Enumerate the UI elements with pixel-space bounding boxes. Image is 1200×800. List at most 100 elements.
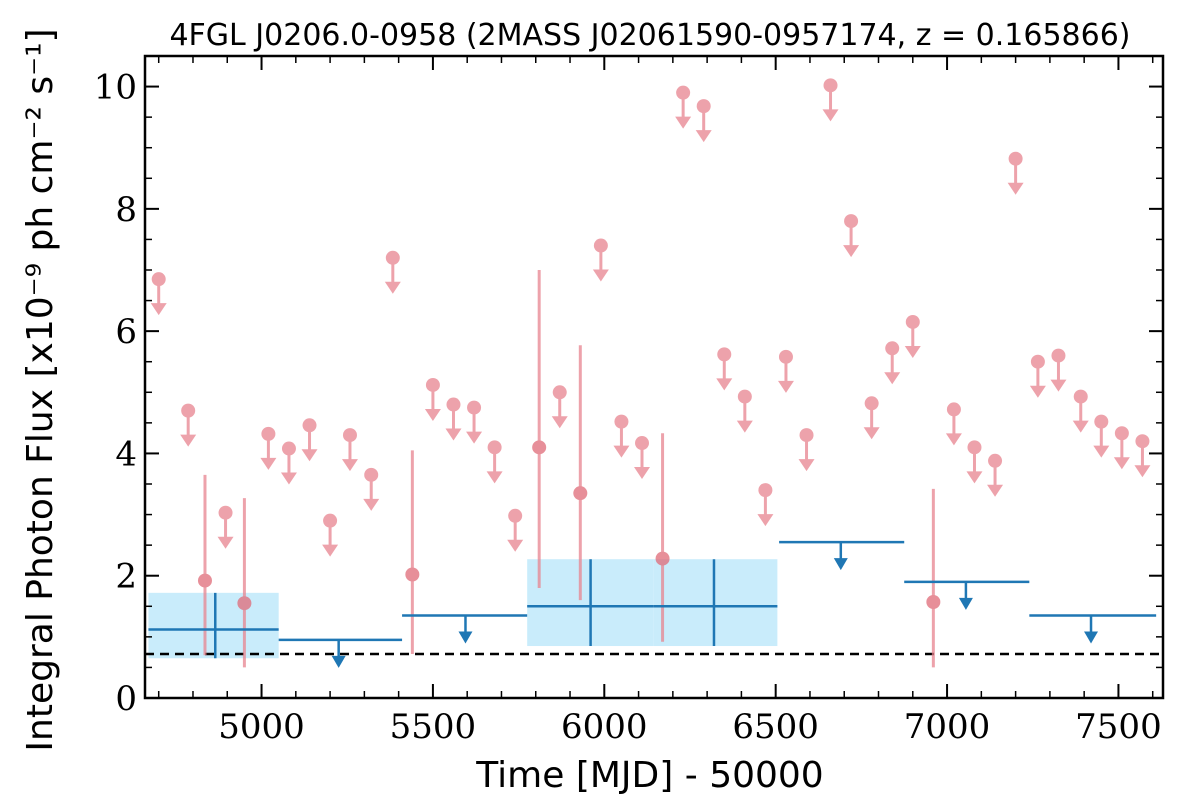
upper-limit-arrowhead <box>445 429 461 441</box>
upper-limit-arrowhead <box>1134 465 1150 477</box>
long-bin-upper-limit <box>1029 615 1156 643</box>
short-bin-upper-limit <box>1114 426 1130 469</box>
short-bin-upper-limit <box>151 272 167 315</box>
upper-limit-arrowhead <box>552 416 568 428</box>
upper-limit-arrowhead <box>613 446 629 458</box>
x-tick-label: 5000 <box>218 707 305 747</box>
upper-limit-arrowhead <box>302 449 318 461</box>
short-bin-upper-limit <box>487 440 503 483</box>
upper-limit-arrowhead <box>1030 386 1046 398</box>
upper-limit-arrowhead <box>757 514 773 526</box>
long-bin-ul-arrowhead <box>458 631 472 643</box>
short-bin-upper-limit <box>1073 390 1089 433</box>
short-bin-upper-limit <box>281 442 297 485</box>
short-bin-detection <box>405 450 419 654</box>
upper-limit-arrowhead <box>1050 380 1066 392</box>
short-bin-upper-limit <box>1030 355 1046 398</box>
upper-limit-arrowhead <box>593 270 609 282</box>
short-bin-upper-limit <box>778 350 794 393</box>
short-bin-upper-limit <box>593 239 609 282</box>
short-bin-upper-limit <box>843 214 859 257</box>
detection-marker <box>926 595 940 609</box>
upper-limit-arrowhead <box>1073 421 1089 433</box>
upper-limit-arrowhead <box>342 459 358 471</box>
upper-limit-arrowhead <box>799 459 815 471</box>
upper-limit-arrowhead <box>716 378 732 390</box>
upper-limit-arrowhead <box>281 473 297 485</box>
short-bin-upper-limit <box>342 428 358 471</box>
upper-limit-arrowhead <box>322 545 338 557</box>
x-tick-label: 6500 <box>732 707 819 747</box>
detection-marker <box>656 552 670 566</box>
upper-limit-arrowhead <box>487 471 503 483</box>
short-bin-upper-limit <box>425 378 441 421</box>
short-bin-upper-limit <box>966 440 982 483</box>
y-tick-label: 6 <box>115 312 137 352</box>
upper-limit-arrowhead <box>1008 183 1024 195</box>
short-bin-upper-limit <box>445 398 461 441</box>
detection-marker <box>405 567 419 581</box>
detection-marker <box>532 440 546 454</box>
long-bin-ul-arrowhead <box>834 558 848 570</box>
short-bin-upper-limit <box>1134 434 1150 477</box>
upper-limit-arrowhead <box>425 409 441 421</box>
x-axis-label: Time [MJD] - 50000 <box>475 755 823 796</box>
short-bin-upper-limit <box>737 390 753 433</box>
short-bin-upper-limit <box>716 347 732 390</box>
x-tick-label: 5500 <box>390 707 477 747</box>
short-bin-upper-limit <box>799 428 815 471</box>
upper-limit-arrowhead <box>905 346 921 358</box>
upper-limit-arrowhead <box>466 432 482 444</box>
upper-limit-arrowhead <box>363 499 379 511</box>
upper-limit-arrowhead <box>385 282 401 294</box>
long-bin-ul-arrowhead <box>332 656 346 668</box>
upper-limit-arrowhead <box>864 427 880 439</box>
detection-marker <box>237 596 251 610</box>
x-tick-label: 7000 <box>904 707 991 747</box>
upper-limit-arrowhead <box>260 458 276 470</box>
y-tick-label: 4 <box>115 434 137 474</box>
short-bin-upper-limit <box>823 78 839 121</box>
upper-limit-arrowhead <box>946 433 962 445</box>
upper-limit-arrowhead <box>675 117 691 129</box>
upper-limit-arrowhead <box>884 372 900 384</box>
upper-limit-arrowhead <box>1093 446 1109 458</box>
y-tick-label: 0 <box>115 679 137 719</box>
detection-marker <box>198 574 212 588</box>
y-tick-label: 10 <box>94 68 137 108</box>
upper-limit-arrowhead <box>737 421 753 433</box>
short-bin-upper-limit <box>466 401 482 444</box>
upper-limit-arrowhead <box>218 537 234 549</box>
short-bin-upper-limit <box>507 509 523 552</box>
upper-limit-arrowhead <box>987 485 1003 497</box>
long-bin-upper-limit <box>779 542 904 570</box>
short-bin-upper-limit <box>757 483 773 526</box>
upper-limit-arrowhead <box>507 540 523 552</box>
short-bin-upper-limit <box>260 427 276 470</box>
long-bin-upper-limit <box>904 582 1029 610</box>
long-bin-ul-arrowhead <box>959 598 973 610</box>
short-bin-upper-limit <box>634 436 650 479</box>
short-bin-detection <box>532 270 546 588</box>
short-bin-upper-limit <box>385 251 401 294</box>
y-tick-label: 2 <box>115 557 137 597</box>
upper-limit-arrowhead <box>966 471 982 483</box>
short-bin-upper-limit <box>1008 152 1024 195</box>
short-bin-upper-limit <box>613 415 629 458</box>
upper-limit-arrowhead <box>696 130 712 142</box>
y-tick-label: 8 <box>115 190 137 230</box>
short-bin-upper-limit <box>987 454 1003 497</box>
upper-limit-arrowhead <box>823 109 839 121</box>
light-curve-chart: 4FGL J0206.0-0958 (2MASS J02061590-09571… <box>0 0 1200 800</box>
upper-limit-arrowhead <box>843 245 859 257</box>
long-bin-band <box>148 593 278 658</box>
x-tick-label: 7500 <box>1075 707 1162 747</box>
chart-title: 4FGL J0206.0-0958 (2MASS J02061590-09571… <box>169 18 1130 53</box>
short-bin-upper-limit <box>905 315 921 358</box>
short-bin-upper-limit <box>302 418 318 461</box>
short-bin-upper-limit <box>218 506 234 549</box>
short-bin-upper-limit <box>696 99 712 142</box>
short-bin-upper-limit <box>884 341 900 384</box>
upper-limit-arrowhead <box>1114 457 1130 469</box>
short-bin-detection <box>926 489 940 668</box>
